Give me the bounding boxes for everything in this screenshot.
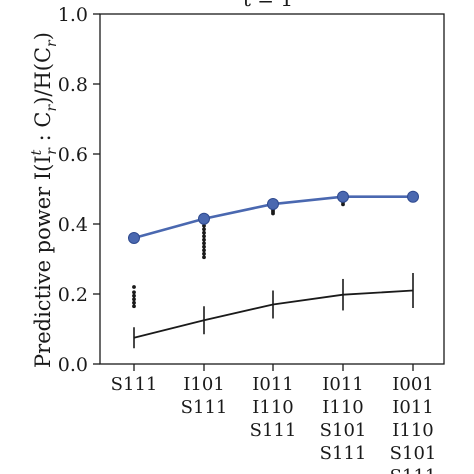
scatter-point bbox=[132, 297, 136, 302]
x-tick-label: S111 bbox=[250, 420, 297, 441]
y-tick-label: 0.8 bbox=[58, 74, 88, 96]
data-point bbox=[198, 212, 210, 225]
x-tick-label: I001 bbox=[392, 374, 433, 395]
y-axis-label: Predictive power I(Itr : Cr)/H(Cr) bbox=[29, 32, 60, 368]
svg-text:Predictive power I(Itr : Cr)/H: Predictive power I(Itr : Cr)/H(Cr) bbox=[29, 32, 60, 368]
x-tick-label: S101 bbox=[390, 443, 437, 464]
series-1 bbox=[132, 273, 414, 349]
plot-frame bbox=[99, 13, 445, 365]
series-line bbox=[133, 289, 414, 339]
scatter-point bbox=[341, 202, 345, 207]
x-ticks: S111 I101S111I011I110S111I011I110S101S111… bbox=[111, 364, 437, 474]
y-axis-label-rest: : C bbox=[31, 111, 55, 148]
data-point bbox=[128, 232, 140, 244]
x-tick-label: S101 bbox=[320, 420, 367, 441]
chart-title: t = 1 bbox=[243, 0, 293, 11]
scatter-point bbox=[202, 251, 206, 256]
x-tick-label: I110 bbox=[252, 397, 293, 418]
x-tick-label: S111 bbox=[390, 466, 437, 474]
y-tick-label: 0.6 bbox=[58, 144, 88, 166]
y-axis-label-sub2: r bbox=[44, 103, 60, 111]
data-point bbox=[337, 190, 349, 203]
scatter-point bbox=[132, 300, 136, 305]
y-tick-label: 1.0 bbox=[58, 4, 88, 26]
scatter-point bbox=[202, 223, 206, 228]
x-tick-label: S111 bbox=[320, 443, 367, 464]
scatter-point bbox=[271, 211, 275, 216]
scatter-point bbox=[202, 241, 206, 246]
y-axis-label-tail: )/H(C bbox=[31, 47, 55, 105]
series-0 bbox=[128, 190, 419, 260]
x-tick-label: S111 bbox=[111, 374, 158, 395]
scatter-point bbox=[202, 248, 206, 253]
data-point bbox=[407, 190, 419, 203]
y-axis-label-sub: r bbox=[44, 147, 60, 155]
scatter-point bbox=[132, 293, 136, 298]
scatter-point bbox=[132, 304, 136, 309]
scatter-point bbox=[202, 230, 206, 235]
x-tick-label: I011 bbox=[252, 374, 293, 395]
y-axis-label-sup: t bbox=[29, 149, 45, 155]
y-axis-label-main: Predictive power I(I bbox=[31, 155, 55, 368]
x-tick-label: I110 bbox=[392, 420, 433, 441]
scatter-point bbox=[132, 285, 136, 289]
scatter-point bbox=[202, 234, 206, 239]
scatter-point bbox=[202, 255, 206, 260]
x-tick-label: I011 bbox=[322, 374, 363, 395]
scatter-point bbox=[132, 290, 136, 295]
scatter-point bbox=[202, 237, 206, 242]
scatter-point bbox=[202, 227, 206, 232]
y-axis-label-sub3: r bbox=[44, 39, 60, 47]
series-layer bbox=[128, 190, 419, 349]
data-point bbox=[267, 198, 279, 211]
scatter-point bbox=[202, 244, 206, 249]
x-tick-label: I011 bbox=[392, 397, 433, 418]
y-axis-label-end: ) bbox=[31, 32, 55, 40]
x-tick-label: S111 bbox=[181, 397, 228, 418]
y-tick-label: 0.0 bbox=[58, 354, 88, 376]
y-tick-label: 0.2 bbox=[58, 284, 88, 306]
y-ticks: 0.0 0.2 0.4 0.6 0.8 1.0 bbox=[58, 4, 100, 376]
y-tick-label: 0.4 bbox=[58, 214, 88, 236]
x-tick-label: I101 bbox=[183, 374, 224, 395]
x-tick-label: I110 bbox=[322, 397, 363, 418]
